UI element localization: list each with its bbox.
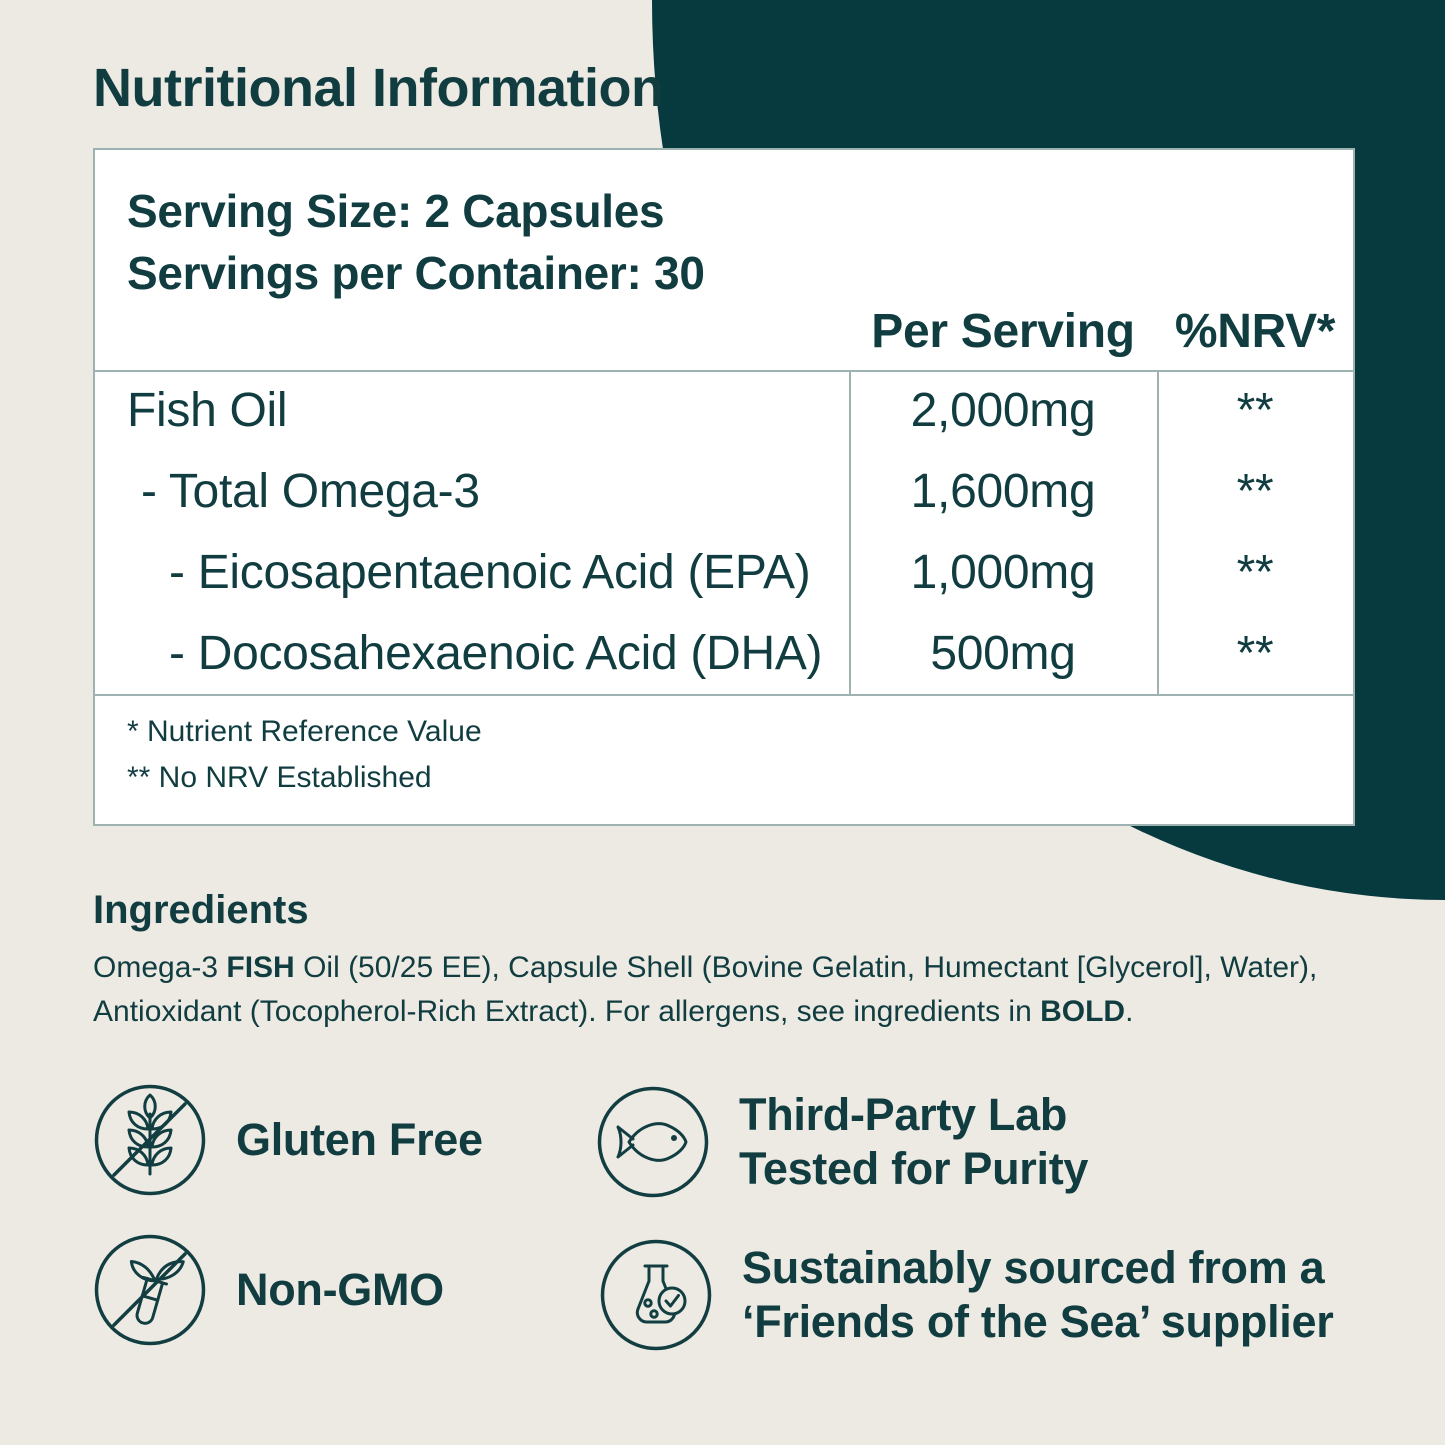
- column-divider: [1157, 370, 1159, 694]
- non-gmo-icon: [94, 1234, 206, 1346]
- row-per-serving-value: 1,600mg: [910, 465, 1096, 518]
- column-header-nrv: %NRV*: [1174, 305, 1336, 358]
- badge-label-line: Tested for Purity: [739, 1143, 1089, 1194]
- badge-label: Sustainably sourced from a ‘Friends of t…: [742, 1241, 1334, 1349]
- row-per-serving-value: 1,000mg: [910, 546, 1096, 599]
- badge-lab-tested: Third-Party Lab Tested for Purity: [595, 1084, 1088, 1200]
- footer-divider: [95, 694, 1353, 696]
- ingredients-line: Antioxidant (Tocopherol-Rich Extract). F…: [93, 990, 1317, 1034]
- badge-sustainable: Sustainably sourced from a ‘Friends of t…: [598, 1237, 1334, 1353]
- ingredients-text: Oil (50/25 EE), Capsule Shell (Bovine Ge…: [294, 951, 1318, 984]
- badge-gluten-free: Gluten Free: [92, 1082, 483, 1198]
- row-per-serving-value: 2,000mg: [910, 384, 1096, 437]
- ingredients-text: Omega-3: [93, 951, 227, 984]
- row-nrv-value: **: [1236, 546, 1274, 599]
- badge-label-line: Gluten Free: [236, 1114, 483, 1165]
- serving-size: Serving Size: 2 Capsules: [127, 185, 665, 237]
- ingredients-allergen-text: FISH: [226, 951, 295, 984]
- header-divider: [95, 370, 1353, 372]
- badge-label: Third-Party Lab Tested for Purity: [739, 1088, 1088, 1196]
- row-per-serving-value: 500mg: [930, 627, 1076, 680]
- row-label: Fish Oil: [127, 384, 288, 437]
- row-label: - Total Omega-3: [141, 465, 480, 518]
- footnote-nrv: * Nutrient Reference Value: [127, 715, 482, 748]
- column-divider: [849, 370, 851, 694]
- table-row: - Total Omega-3 1,600mg **: [95, 451, 1353, 532]
- supplement-facts-table: Serving Size: 2 Capsules Servings per Co…: [93, 148, 1355, 826]
- column-header-per-serving: Per Serving: [871, 305, 1135, 358]
- badge-label-line: Sustainably sourced from a: [742, 1242, 1325, 1293]
- servings-per-container: Servings per Container: 30: [127, 247, 705, 299]
- ingredients-line: Omega-3 FISH Oil (50/25 EE), Capsule She…: [93, 946, 1317, 990]
- ingredients-bold-text: BOLD: [1040, 995, 1126, 1028]
- table-row: Fish Oil 2,000mg **: [95, 370, 1353, 451]
- page-title: Nutritional Information: [93, 58, 664, 118]
- badge-label-line: ‘Friends of the Sea’ supplier: [742, 1296, 1334, 1347]
- row-nrv-value: **: [1236, 465, 1274, 518]
- badge-label-line: Non-GMO: [236, 1264, 444, 1315]
- table-row: - Docosahexaenoic Acid (DHA) 500mg **: [95, 613, 1353, 694]
- ingredients-text: .: [1125, 995, 1134, 1028]
- flask-check-icon: [600, 1239, 712, 1351]
- row-nrv-value: **: [1236, 384, 1274, 437]
- ingredients-body: Omega-3 FISH Oil (50/25 EE), Capsule She…: [93, 946, 1317, 1034]
- row-nrv-value: **: [1236, 627, 1274, 680]
- fish-icon: [597, 1086, 709, 1198]
- table-row: - Eicosapentaenoic Acid (EPA) 1,000mg **: [95, 532, 1353, 613]
- badge-non-gmo: Non-GMO: [92, 1232, 444, 1348]
- ingredients-heading: Ingredients: [93, 888, 309, 932]
- footnote-no-nrv: ** No NRV Established: [127, 761, 432, 794]
- badge-label-line: Third-Party Lab: [739, 1089, 1068, 1140]
- gluten-free-icon: [94, 1084, 206, 1196]
- badge-label: Gluten Free: [236, 1113, 483, 1167]
- badge-label: Non-GMO: [236, 1263, 444, 1317]
- ingredients-text: Antioxidant (Tocopherol-Rich Extract). F…: [93, 995, 1041, 1028]
- row-label: - Docosahexaenoic Acid (DHA): [169, 627, 823, 680]
- row-label: - Eicosapentaenoic Acid (EPA): [169, 546, 811, 599]
